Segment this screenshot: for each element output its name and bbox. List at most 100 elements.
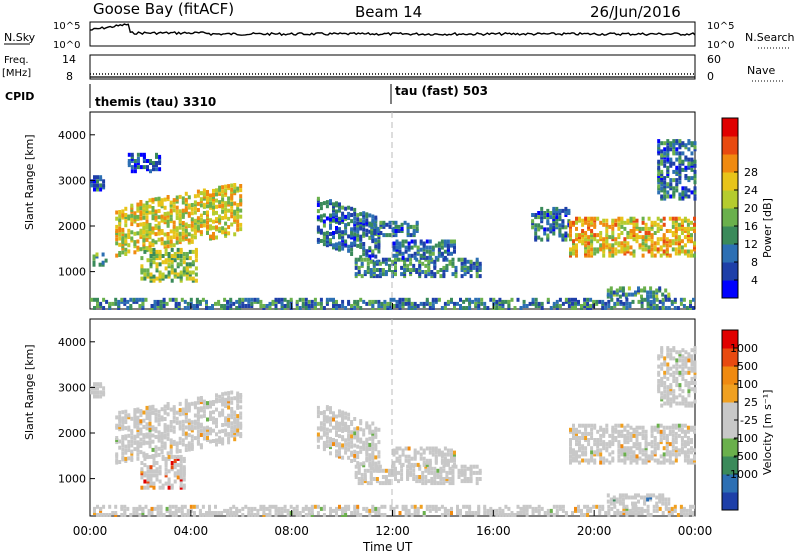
- data-cell: [133, 434, 137, 439]
- data-cell: [397, 479, 400, 484]
- data-cell: [640, 294, 643, 299]
- data-cell: [236, 186, 240, 191]
- beam-title: Beam 14: [355, 3, 422, 21]
- data-cell: [631, 511, 635, 515]
- data-cell: [196, 201, 200, 206]
- data-cell: [236, 418, 240, 423]
- data-cell: [614, 427, 618, 432]
- data-cell: [684, 403, 688, 408]
- data-cell: [498, 506, 502, 511]
- data-cell: [621, 493, 625, 498]
- data-cell: [341, 508, 345, 513]
- x-tick-label: 16:00: [476, 524, 511, 538]
- data-cell: [668, 452, 672, 457]
- data-cell: [169, 424, 173, 429]
- data-cell: [253, 506, 257, 511]
- data-cell: [147, 508, 151, 513]
- data-cell: [662, 452, 666, 457]
- data-cell: [646, 497, 650, 502]
- data-cell: [593, 233, 597, 238]
- data-cell: [202, 223, 206, 228]
- data-cell: [253, 297, 257, 302]
- data-cell: [136, 421, 140, 426]
- data-cell: [350, 227, 354, 232]
- data-cell: [132, 297, 136, 302]
- data-cell: [189, 504, 193, 509]
- data-cell: [662, 249, 666, 254]
- data-cell: [428, 458, 432, 463]
- data-cell: [596, 239, 600, 244]
- data-cell: [388, 479, 391, 484]
- data-cell: [224, 404, 228, 408]
- data-cell: [668, 216, 672, 221]
- data-cell: [637, 499, 640, 504]
- data-cell: [433, 470, 437, 475]
- data-cell: [227, 391, 231, 396]
- data-cell: [581, 222, 585, 227]
- data-cell: [440, 458, 444, 463]
- data-cell: [602, 427, 606, 432]
- data-cell: [675, 383, 679, 388]
- data-cell: [121, 424, 125, 429]
- data-cell: [660, 362, 664, 367]
- freq-label: Freq.: [4, 55, 29, 66]
- data-cell: [190, 203, 194, 207]
- data-cell: [624, 493, 628, 498]
- data-cell: [209, 402, 212, 407]
- data-cell: [193, 231, 197, 236]
- data-cell: [206, 224, 209, 229]
- data-cell: [661, 306, 665, 310]
- data-cell: [425, 462, 429, 467]
- data-cell: [608, 433, 612, 438]
- data-cell: [460, 257, 464, 262]
- data-cell: [368, 248, 372, 253]
- data-cell: [395, 304, 399, 308]
- data-cell: [316, 237, 320, 242]
- data-cell: [136, 417, 140, 422]
- data-cell: [362, 219, 366, 224]
- data-cell: [602, 440, 606, 445]
- data-cell: [347, 234, 351, 239]
- data-cell: [629, 456, 633, 461]
- data-cell: [206, 231, 209, 235]
- data-cell: [130, 152, 134, 157]
- data-cell: [443, 462, 447, 467]
- data-cell: [615, 288, 619, 293]
- data-cell: [145, 246, 149, 251]
- data-cell: [638, 235, 642, 240]
- data-cell: [230, 214, 234, 219]
- data-cell: [443, 255, 447, 260]
- data-cell: [602, 222, 606, 227]
- colorbar-tick-label: -1000: [726, 468, 758, 481]
- data-cell: [406, 263, 410, 268]
- data-cell: [160, 229, 164, 233]
- data-cell: [593, 458, 597, 463]
- data-cell: [359, 427, 363, 432]
- data-cell: [617, 226, 621, 231]
- data-cell: [199, 199, 203, 204]
- data-cell: [634, 292, 637, 297]
- colorbar-swatch: [722, 420, 738, 439]
- data-cell: [335, 203, 338, 208]
- data-cell: [344, 513, 348, 517]
- data-cell: [369, 475, 373, 479]
- data-cell: [683, 423, 687, 428]
- data-cell: [690, 249, 693, 254]
- data-cell: [587, 458, 591, 463]
- data-cell: [638, 245, 642, 250]
- data-cell: [678, 352, 682, 357]
- data-cell: [307, 508, 311, 513]
- data-cell: [468, 511, 472, 515]
- colorbar-swatch: [722, 348, 738, 367]
- data-cell: [621, 288, 625, 293]
- data-cell: [169, 204, 173, 209]
- data-cell: [301, 301, 305, 306]
- data-cell: [613, 304, 617, 308]
- data-cell: [528, 301, 532, 306]
- data-cell: [596, 216, 600, 221]
- data-cell: [617, 440, 621, 445]
- data-cell: [221, 400, 225, 405]
- data-cell: [611, 249, 615, 254]
- data-cell: [202, 211, 206, 215]
